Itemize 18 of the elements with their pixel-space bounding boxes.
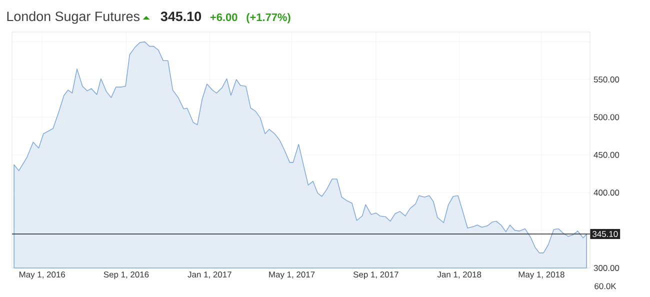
y-tick-label: 450.00 — [594, 152, 620, 158]
text: (+1.77%) — [246, 13, 290, 24]
ref-line-label: 345.10 — [592, 231, 618, 237]
text: +6.00 — [210, 13, 238, 22]
x-tick-label: Jan 1, 2017 — [188, 272, 232, 279]
x-tick-label: May 1, 2018 — [518, 272, 564, 280]
x-tick-label: May 1, 2016 — [19, 272, 66, 280]
x-tick-label: Sep 1, 2016 — [104, 272, 149, 280]
y-tick-label: 500.00 — [594, 114, 620, 120]
y-tick-label: 550.00 — [594, 76, 620, 82]
x-tick-label: Sep 1, 2017 — [353, 272, 398, 280]
chart-title: London Sugar Futures — [7, 11, 140, 24]
x-tick-label: May 1, 2017 — [269, 272, 315, 280]
text: 60.0K — [594, 283, 616, 290]
y-tick-label: 400.00 — [594, 190, 620, 196]
text: 345.10 — [160, 12, 202, 22]
x-tick-label: Jan 1, 2018 — [437, 272, 482, 279]
y-tick-label: 300.00 — [594, 265, 620, 271]
